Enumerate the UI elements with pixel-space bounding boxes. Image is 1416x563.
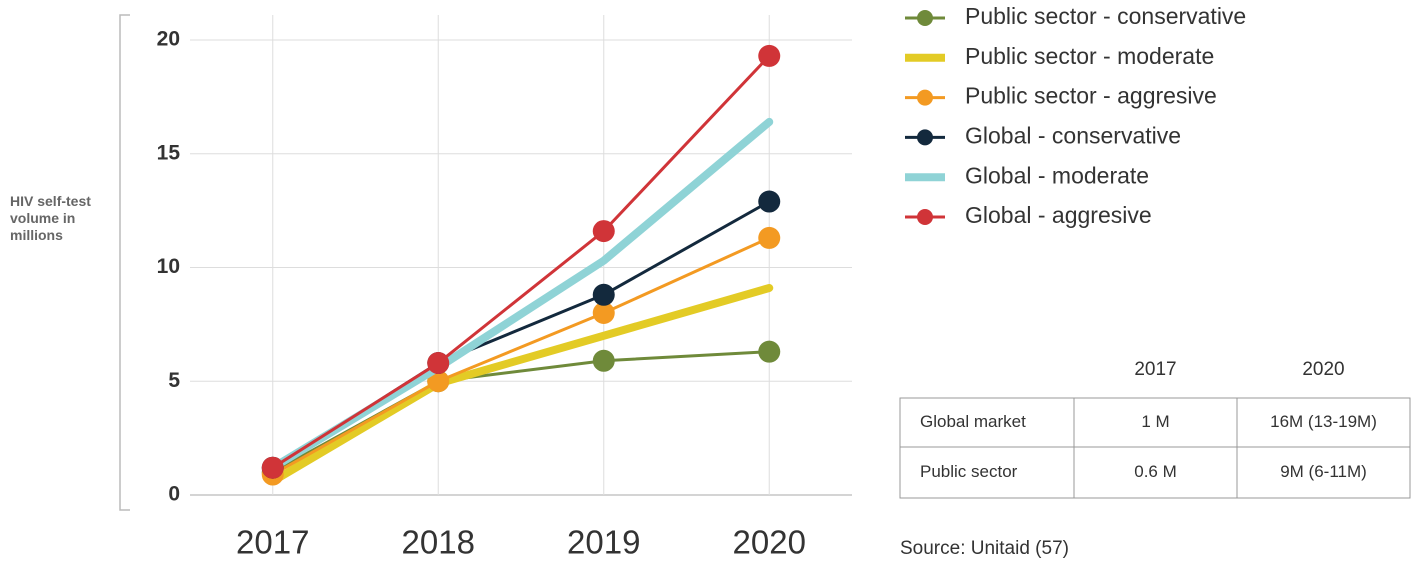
y-tick-label: 0 — [168, 483, 180, 506]
y-tick-label: 5 — [168, 369, 180, 392]
table-cell: Public sector — [920, 462, 1018, 481]
legend-label: Global - moderate — [965, 162, 1149, 188]
legend-marker — [917, 10, 933, 26]
legend-label: Global - conservative — [965, 122, 1181, 148]
legend-marker — [917, 209, 933, 225]
x-tick-label: 2017 — [236, 524, 309, 561]
legend-marker — [917, 129, 933, 146]
series-line — [271, 350, 771, 474]
table-cell: 16M (13-19M) — [1270, 412, 1377, 431]
series-line — [271, 54, 771, 470]
series-line — [268, 283, 774, 486]
table-cell: Global market — [920, 412, 1026, 431]
legend-label: Public sector - conservative — [965, 3, 1246, 29]
bracket — [119, 14, 130, 511]
legend-label: Public sector - moderate — [965, 43, 1214, 69]
table-header: 2020 — [1302, 359, 1344, 380]
y-tick-label: 10 — [157, 255, 180, 278]
table-border — [899, 397, 1411, 499]
marker — [758, 226, 781, 249]
table-cell: 1 M — [1141, 412, 1169, 431]
series-line — [271, 236, 771, 477]
marker — [427, 370, 450, 393]
marker — [592, 283, 615, 306]
marker — [758, 340, 781, 363]
table-cell: 9M (6-11M) — [1280, 462, 1367, 481]
x-tick-label: 2019 — [567, 524, 640, 561]
marker — [592, 349, 615, 372]
y-axis-label: HIV self-test volume in millions — [10, 193, 91, 243]
series-line — [268, 117, 774, 472]
table-cell: 0.6 M — [1134, 462, 1177, 481]
marker — [261, 456, 284, 479]
source: Source: Unitaid (57) — [900, 538, 1069, 559]
marker — [592, 302, 615, 324]
marker — [758, 190, 781, 213]
y-tick-label: 15 — [157, 141, 181, 164]
legend-label: Global - aggresive — [965, 202, 1152, 228]
series-line — [271, 200, 771, 470]
marker — [758, 44, 781, 67]
table-header: 2017 — [1134, 359, 1176, 380]
y-tick-label: 20 — [157, 28, 180, 51]
x-tick-label: 2020 — [733, 524, 806, 561]
legend-marker — [917, 89, 933, 106]
legend-label: Public sector - aggresive — [965, 83, 1217, 109]
marker — [592, 220, 615, 243]
x-tick-label: 2018 — [402, 524, 475, 561]
marker — [427, 352, 450, 375]
